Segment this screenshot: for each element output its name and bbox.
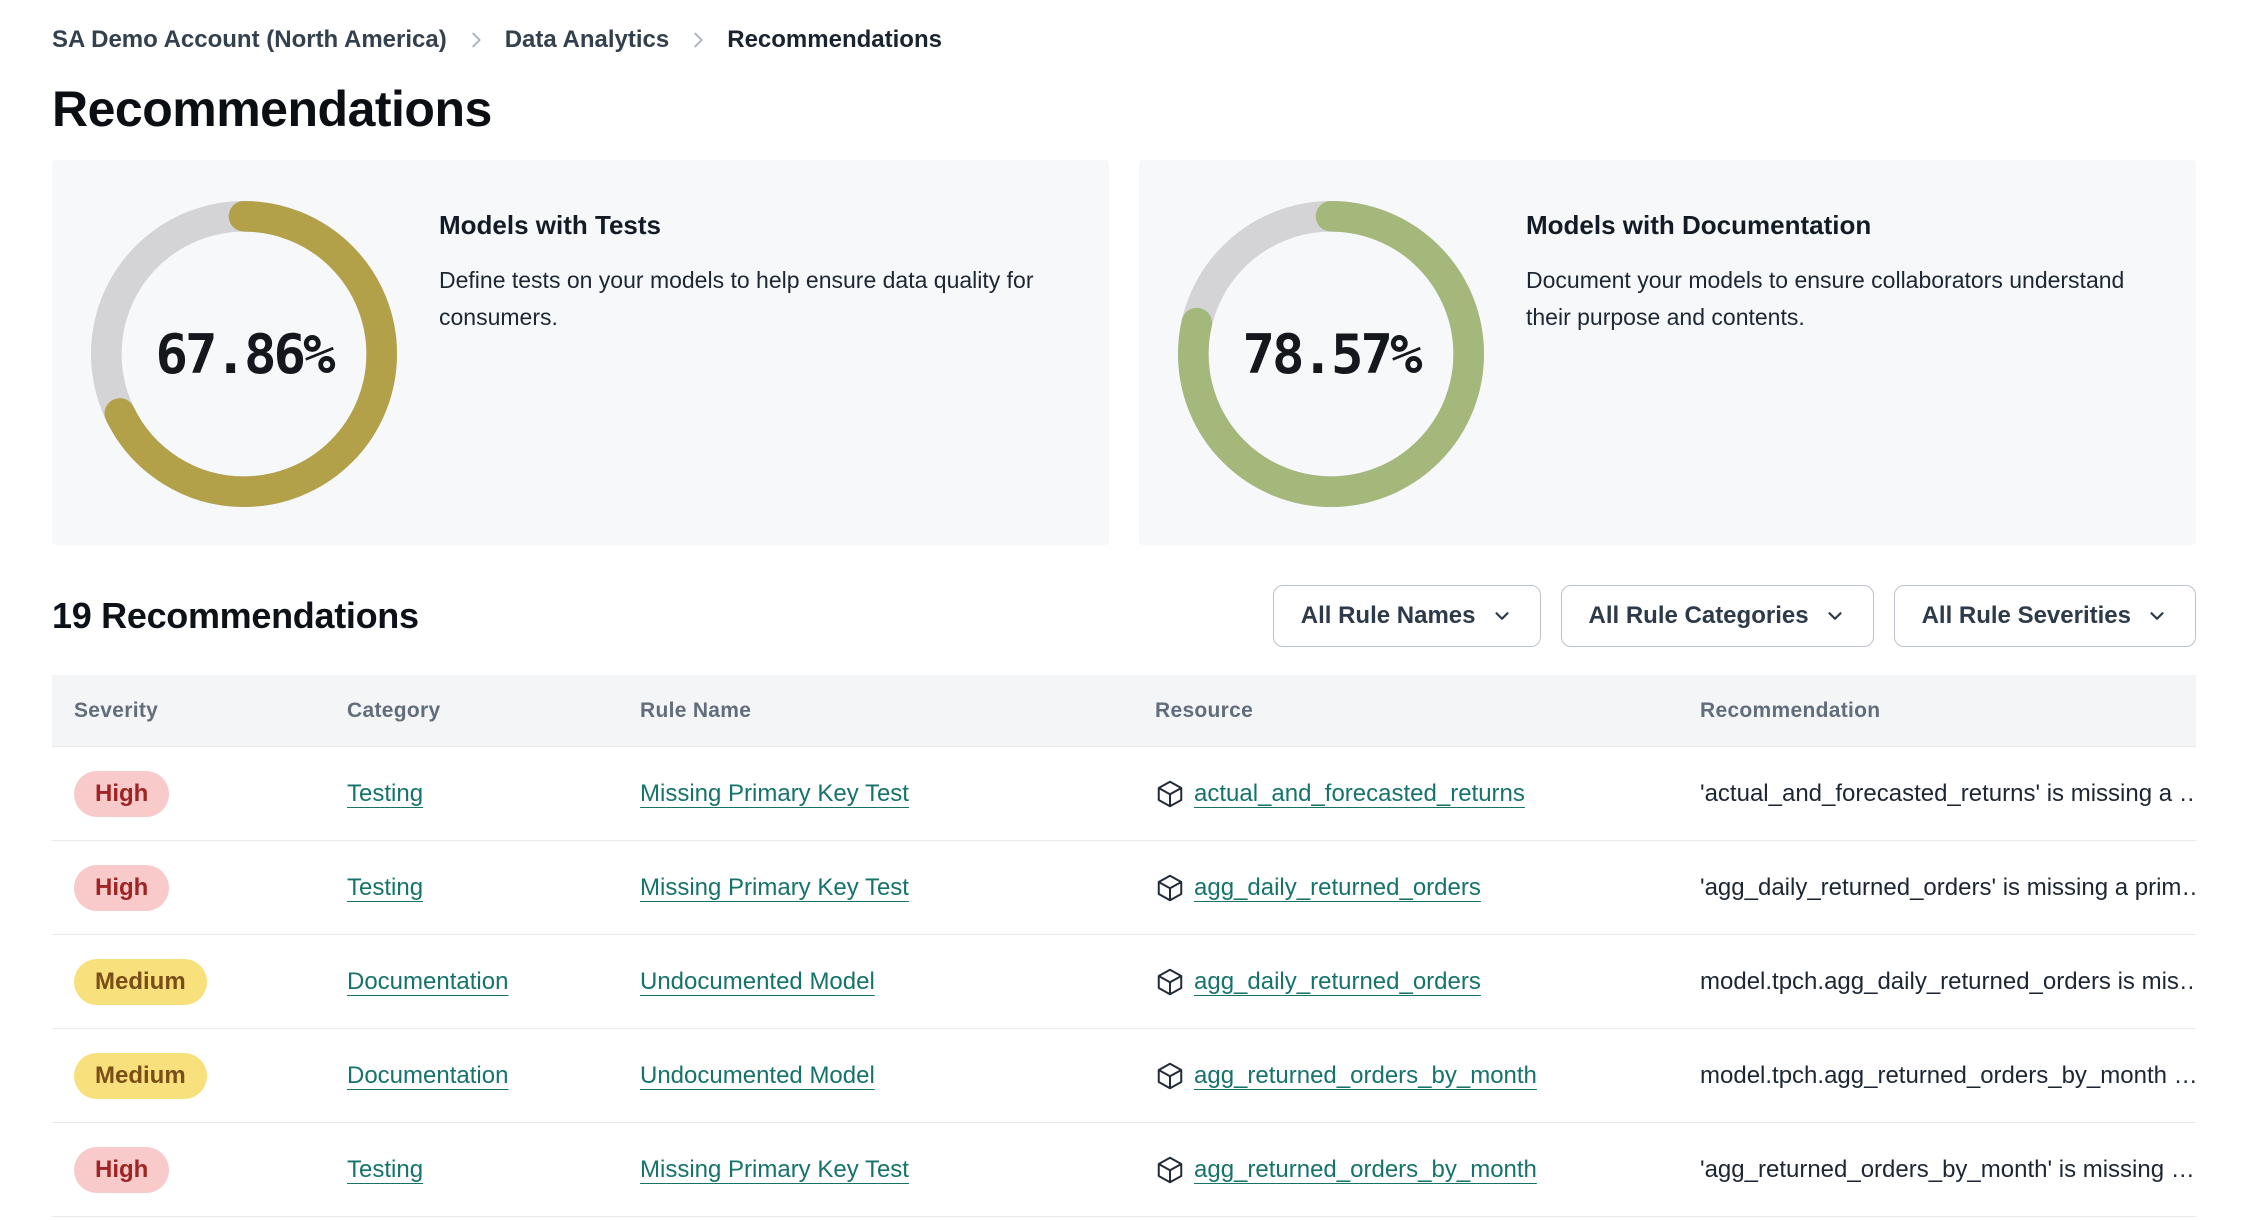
filter-label: All Rule Severities — [1921, 602, 2131, 629]
filter-rule-names-dropdown[interactable]: All Rule Names — [1272, 585, 1541, 647]
category-link[interactable]: Testing — [347, 1155, 424, 1183]
recommendation-text: model.tpch.agg_daily_returned_orders is … — [1700, 967, 2196, 995]
filter-label: All Rule Categories — [1588, 602, 1809, 629]
table-row: High Testing Missing Primary Key Test ag… — [52, 1123, 2196, 1217]
recommendations-table: Severity Category Rule Name Resource Rec… — [52, 675, 2196, 1217]
column-header-severity: Severity — [74, 698, 159, 722]
recommendation-text: 'agg_returned_orders_by_month' is missin… — [1700, 1155, 2195, 1183]
table-header-row: Severity Category Rule Name Resource Rec… — [52, 675, 2196, 747]
model-cube-icon — [1155, 779, 1185, 809]
table-row: High Testing Missing Primary Key Test ac… — [52, 747, 2196, 841]
table-row: Medium Documentation Undocumented Model … — [52, 1029, 2196, 1123]
filter-bar: All Rule Names All Rule Categories All R… — [1272, 585, 2196, 647]
model-cube-icon — [1155, 873, 1185, 903]
breadcrumb-current-page: Recommendations — [727, 26, 942, 53]
card-description-documentation: Document your models to ensure collabora… — [1526, 267, 2125, 330]
recommendation-text: 'agg_daily_returned_orders' is missing a… — [1700, 873, 2196, 901]
column-header-resource: Resource — [1155, 698, 1254, 722]
filter-rule-severities-dropdown[interactable]: All Rule Severities — [1893, 585, 2196, 647]
resource-link[interactable]: agg_daily_returned_orders — [1194, 873, 1481, 901]
table-row: High Testing Missing Primary Key Test ag… — [52, 841, 2196, 935]
chevron-down-icon — [1824, 605, 1846, 627]
donut-arc — [1178, 201, 1484, 507]
resource-link[interactable]: agg_returned_orders_by_month — [1194, 1061, 1537, 1089]
category-link[interactable]: Documentation — [347, 967, 509, 995]
chevron-right-icon — [687, 29, 709, 51]
filter-rule-categories-dropdown[interactable]: All Rule Categories — [1560, 585, 1874, 647]
resource-link[interactable]: agg_returned_orders_by_month — [1194, 1155, 1537, 1183]
chevron-down-icon — [2146, 605, 2168, 627]
resource-link[interactable]: actual_and_forecasted_returns — [1194, 779, 1525, 807]
column-header-recommendation: Recommendation — [1700, 698, 1881, 722]
documentation-percentage-value: 78.57% — [1242, 322, 1422, 386]
table-row: Medium Documentation Undocumented Model … — [52, 935, 2196, 1029]
rule-name-link[interactable]: Missing Primary Key Test — [640, 1155, 909, 1183]
models-with-tests-card: 67.86% Models with Tests Define tests on… — [52, 160, 1109, 545]
resource-link[interactable]: agg_daily_returned_orders — [1194, 967, 1481, 995]
rule-name-link[interactable]: Missing Primary Key Test — [640, 779, 909, 807]
breadcrumb: SA Demo Account (North America) Data Ana… — [52, 0, 2196, 54]
card-title-documentation: Models with Documentation — [1526, 210, 1872, 240]
model-cube-icon — [1155, 1155, 1185, 1185]
filter-label: All Rule Names — [1300, 602, 1476, 629]
tests-donut-chart: 67.86% — [91, 201, 397, 507]
severity-badge: Medium — [74, 958, 207, 1005]
page-title: Recommendations — [52, 81, 492, 137]
recommendation-text: 'actual_and_forecasted_returns' is missi… — [1700, 779, 2196, 807]
tests-percentage-value: 67.86% — [155, 322, 335, 386]
model-cube-icon — [1155, 967, 1185, 997]
severity-badge: High — [74, 770, 170, 817]
column-header-rule-name: Rule Name — [640, 698, 752, 722]
recommendation-text: model.tpch.agg_returned_orders_by_month … — [1700, 1061, 2196, 1089]
rule-name-link[interactable]: Undocumented Model — [640, 1061, 875, 1089]
breadcrumb-account-link[interactable]: SA Demo Account (North America) — [52, 26, 447, 53]
documentation-donut-chart: 78.57% — [1178, 201, 1484, 507]
severity-badge: Medium — [74, 1052, 207, 1099]
recommendations-count-heading: 19 Recommendations — [52, 595, 419, 636]
breadcrumb-project-link[interactable]: Data Analytics — [504, 26, 670, 53]
model-cube-icon — [1155, 1061, 1185, 1091]
rule-name-link[interactable]: Undocumented Model — [640, 967, 875, 995]
category-link[interactable]: Testing — [347, 779, 424, 807]
models-with-documentation-card: 78.57% Models with Documentation Documen… — [1139, 160, 2196, 545]
metric-cards: 67.86% Models with Tests Define tests on… — [52, 160, 2196, 545]
card-description-tests: Define tests on your models to help ensu… — [439, 267, 1034, 330]
severity-badge: High — [74, 1146, 170, 1193]
rule-name-link[interactable]: Missing Primary Key Test — [640, 873, 909, 901]
severity-badge: High — [74, 864, 170, 911]
chevron-down-icon — [1491, 605, 1513, 627]
column-header-category: Category — [347, 698, 441, 722]
chevron-right-icon — [465, 29, 487, 51]
donut-arc — [91, 201, 397, 507]
category-link[interactable]: Documentation — [347, 1061, 509, 1089]
card-title-tests: Models with Tests — [439, 210, 661, 240]
category-link[interactable]: Testing — [347, 873, 424, 901]
